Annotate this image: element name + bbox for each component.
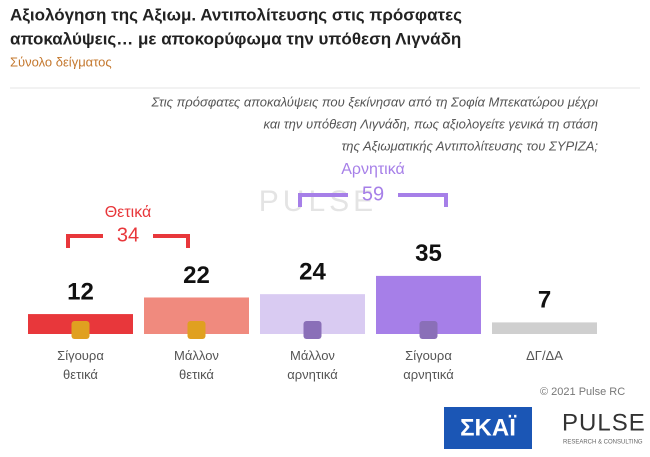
value-label: 12 bbox=[67, 278, 94, 305]
category-label: Σίγουρα αρνητικά bbox=[403, 348, 454, 382]
category-label: Μάλλον αρνητικά bbox=[287, 348, 338, 382]
value-label: 22 bbox=[183, 262, 210, 289]
icon bbox=[419, 321, 438, 339]
icon bbox=[71, 321, 90, 339]
value-label: 35 bbox=[415, 240, 442, 267]
bar bbox=[492, 322, 597, 334]
category-label: ΔΓ/ΔΑ bbox=[526, 348, 563, 363]
icon bbox=[303, 321, 322, 339]
value-label: 7 bbox=[538, 287, 551, 314]
copyright: © 2021 Pulse RC bbox=[540, 386, 625, 398]
chart-title: Αξιολόγηση της Αξιωμ. Αντιπολίτευσης στι… bbox=[10, 5, 462, 24]
group-label: Θετικά bbox=[105, 204, 152, 221]
question: Στις πρόσφατες αποκαλύψεις που ξεκίνησαν… bbox=[151, 94, 599, 109]
group-label: Αρνητικά bbox=[341, 161, 405, 178]
chart-title: αποκαλύψεις… με αποκορύφωμα την υπόθεση … bbox=[10, 29, 461, 48]
subtitle: Σύνολο δείγματος bbox=[10, 54, 112, 69]
group-value: 59 bbox=[362, 183, 384, 205]
bracket bbox=[298, 193, 448, 207]
value-label: 24 bbox=[299, 259, 326, 286]
icon bbox=[187, 321, 206, 339]
question: και την υπόθεση Λιγνάδη, πως αξιολογείτε… bbox=[264, 116, 598, 131]
watermark: PULSE bbox=[259, 185, 377, 218]
bracket bbox=[66, 234, 190, 248]
group-value: 34 bbox=[117, 224, 139, 246]
logo: ΣΚΑΪ bbox=[460, 414, 517, 441]
category-label: Σίγουρα θετικά bbox=[57, 348, 104, 382]
category-label: Μάλλον θετικά bbox=[174, 348, 219, 382]
question: της Αξιωματικής Αντιπολίτευσης του ΣΥΡΙΖ… bbox=[341, 138, 598, 153]
logo-box bbox=[444, 407, 532, 449]
logo: PULSE bbox=[562, 409, 646, 436]
logo-sub: RESEARCH & CONSULTING bbox=[563, 440, 643, 446]
